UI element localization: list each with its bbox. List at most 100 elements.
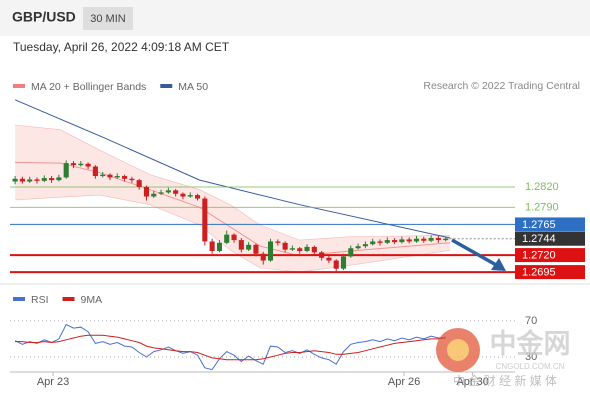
candle-body — [19, 178, 25, 182]
candle-body — [194, 195, 201, 199]
legend-label: MA 20 + Bollinger Bands — [31, 81, 146, 93]
x-tick-label: Apr 30 — [456, 376, 488, 388]
candle-body — [122, 176, 128, 179]
legend-label: RSI — [31, 294, 49, 306]
candle-body — [92, 166, 98, 177]
candle-body — [311, 246, 317, 253]
candle-body — [326, 257, 332, 261]
candle-body — [435, 238, 441, 241]
bollinger-upper — [15, 124, 451, 241]
candle-body — [100, 174, 106, 177]
candle-body — [107, 174, 113, 178]
indicator-line — [14, 323, 446, 371]
legend-swatch — [62, 297, 75, 301]
interval-box — [83, 7, 133, 30]
candle-body — [289, 248, 295, 250]
candle-body — [399, 239, 405, 243]
indicator-line — [15, 334, 446, 361]
candle-body — [413, 238, 420, 242]
candle-body — [12, 178, 18, 182]
level-label-box — [515, 265, 585, 280]
ma50-line — [14, 99, 451, 239]
candle-body — [34, 179, 40, 181]
candle-body — [304, 246, 310, 251]
chart-title: GBP/USD — [12, 9, 76, 25]
candle-body — [340, 256, 347, 269]
x-tick-label: Apr 23 — [37, 376, 69, 388]
candle-body — [260, 253, 266, 261]
level-label: 1.2744 — [522, 233, 556, 245]
watermark-name: 中金网 — [490, 328, 571, 359]
candle-body — [421, 238, 427, 241]
x-tick-label: Apr 26 — [388, 376, 420, 388]
watermark-tagline: 中 金 财 经 新 媒 体 — [453, 373, 557, 388]
candle-body — [246, 244, 252, 250]
legend-label: MA 50 — [178, 81, 208, 93]
level-label: 1.2790 — [525, 201, 559, 213]
candle-body — [27, 179, 33, 182]
legend-swatch — [13, 297, 25, 301]
level-label: 1.2820 — [525, 181, 559, 193]
candle-body — [136, 180, 142, 187]
level-label: 1.2765 — [522, 219, 556, 231]
candle-body — [187, 195, 193, 197]
candle-body — [224, 234, 230, 243]
level-label: 1.2720 — [522, 249, 556, 261]
candle-body — [253, 244, 259, 254]
candle-body — [370, 241, 376, 245]
candle-body — [275, 241, 281, 243]
source: Research © 2022 Trading Central — [423, 80, 580, 92]
candle-body — [114, 176, 120, 178]
candle-body — [209, 241, 215, 251]
legend-label: 9MA — [81, 294, 103, 306]
candle-body — [282, 242, 288, 250]
subtitle: Tuesday, April 26, 2022 4:09:18 AM CET — [13, 40, 230, 54]
candle-body — [78, 163, 84, 166]
bollinger-band-fill — [15, 125, 451, 273]
forecast-arrow — [451, 238, 499, 268]
plot: MA 20 + Bollinger Bands MA 50 RSI 9MA 1.2820… — [10, 81, 585, 388]
candle-body — [297, 248, 303, 251]
legend-swatch — [13, 84, 25, 88]
candle-body — [319, 252, 325, 258]
interval: 30 MIN — [90, 13, 126, 25]
ma20-line — [15, 161, 451, 257]
watermark-site: CNGOLD.COM.CN — [496, 362, 565, 371]
level-label-box — [515, 217, 585, 232]
candle-body — [231, 234, 237, 241]
candle-body — [377, 241, 383, 243]
candle-body — [355, 246, 361, 249]
candle-body — [267, 241, 274, 261]
candle-body — [56, 177, 62, 181]
indicator-tick-label: 30 — [525, 351, 537, 363]
candle-body — [143, 186, 150, 197]
candle-body — [333, 260, 339, 269]
candle-body — [202, 198, 208, 242]
candle-body — [348, 248, 354, 257]
candle-body — [70, 163, 77, 166]
watermark: 中金网 CNGOLD.COM.CN 中 金 财 经 新 媒 体 — [436, 328, 571, 388]
candle-body — [406, 239, 412, 242]
legend-swatch — [160, 84, 173, 88]
level-label-box — [515, 248, 585, 263]
candle-body — [362, 244, 368, 247]
candle-body — [173, 190, 179, 194]
candle-body — [238, 240, 244, 250]
candle-body — [384, 240, 390, 243]
level-label: 1.2695 — [522, 267, 556, 279]
candle-body — [180, 193, 186, 197]
candle-body — [158, 192, 164, 194]
level-label-box — [515, 231, 585, 246]
candle-body — [443, 238, 449, 241]
candle-body — [63, 163, 69, 178]
candle-body — [129, 178, 135, 181]
candle-body — [85, 163, 91, 167]
candle-body — [151, 193, 157, 197]
candle-body — [49, 178, 55, 181]
candle-body — [216, 242, 222, 251]
bollinger-lower — [15, 194, 451, 273]
forecast-arrowhead — [491, 258, 506, 271]
candle-body — [165, 190, 171, 193]
candle-body — [428, 238, 434, 241]
